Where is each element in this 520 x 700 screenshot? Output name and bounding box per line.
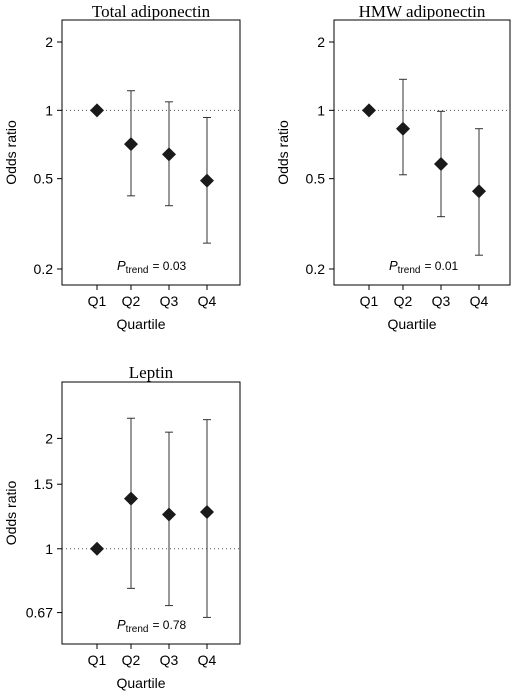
chart-title: Total adiponectin (92, 2, 211, 21)
plot-frame (61, 381, 241, 645)
x-tick-label: Q1 (360, 293, 379, 309)
x-tick-label: Q2 (394, 293, 413, 309)
data-point (124, 491, 138, 506)
p-value: = 0.78 (152, 618, 186, 632)
chart-panel-1: Total adiponectin 0.2 0.5 1 2 Odds ratio Q1 Q2 Q… (3, 2, 241, 332)
y-tick-label: 2 (317, 34, 325, 50)
y-tick-label: 1 (45, 541, 53, 557)
x-tick-label: Q3 (160, 652, 179, 668)
x-tick-label: Q4 (198, 652, 217, 668)
p-subscript: trend (398, 265, 421, 276)
y-tick-label: 2 (45, 430, 53, 446)
y-tick-label: 1 (45, 102, 53, 118)
y-axis-label: Odds ratio (3, 120, 19, 185)
y-tick-label: 0.67 (26, 605, 53, 621)
p-trend-annotation: Ptrend = 0.78 (117, 617, 186, 635)
y-tick-label: 1 (317, 102, 325, 118)
data-point (434, 157, 448, 172)
chart-panel-2: HMW adiponectin 0.2 0.5 1 2 Odds ratio Q1 Q2 Q3 Q… (275, 2, 511, 332)
chart-panel-3: Leptin 0.67 1 1.5 2 Odds ratio Q1 Q2 Q3 Q4 Quartil… (3, 363, 241, 691)
x-tick-label: Q3 (160, 293, 179, 309)
data-point (90, 541, 104, 556)
data-point (90, 103, 104, 118)
data-point (472, 184, 486, 199)
data-point (200, 173, 214, 188)
data-point (200, 504, 214, 519)
p-subscript: trend (126, 624, 149, 635)
y-axis-label: Odds ratio (275, 120, 291, 185)
y-tick-label: 0.5 (306, 171, 326, 187)
x-axis-label: Quartile (116, 675, 165, 691)
x-axis-label: Quartile (116, 316, 165, 332)
plot-frame (61, 19, 241, 286)
p-trend-annotation: Ptrend = 0.03 (117, 258, 186, 276)
data-point (124, 137, 138, 152)
p-value: = 0.01 (424, 259, 458, 273)
x-tick-label: Q2 (122, 293, 141, 309)
x-tick-label: Q2 (122, 652, 141, 668)
x-tick-label: Q4 (198, 293, 217, 309)
chart-title: Leptin (129, 363, 174, 382)
x-axis-label: Quartile (387, 316, 436, 332)
x-tick-label: Q3 (432, 293, 451, 309)
plot-frame (333, 19, 511, 286)
x-tick-label: Q4 (470, 293, 489, 309)
data-point (396, 121, 410, 136)
data-point (162, 147, 176, 162)
y-axis-label: Odds ratio (3, 480, 19, 545)
chart-title: HMW adiponectin (359, 2, 486, 21)
y-tick-label: 0.2 (34, 261, 54, 277)
p-value: = 0.03 (152, 259, 186, 273)
p-trend-annotation: Ptrend = 0.01 (389, 258, 458, 276)
p-symbol: P (389, 258, 398, 273)
p-symbol: P (117, 617, 126, 632)
y-tick-label: 0.5 (34, 171, 54, 187)
y-tick-label: 1.5 (34, 476, 54, 492)
x-tick-label: Q1 (88, 652, 107, 668)
data-point (362, 103, 376, 118)
data-point (162, 507, 176, 522)
y-tick-label: 0.2 (306, 261, 326, 277)
p-subscript: trend (126, 265, 149, 276)
x-tick-label: Q1 (88, 293, 107, 309)
y-tick-label: 2 (45, 34, 53, 50)
p-symbol: P (117, 258, 126, 273)
